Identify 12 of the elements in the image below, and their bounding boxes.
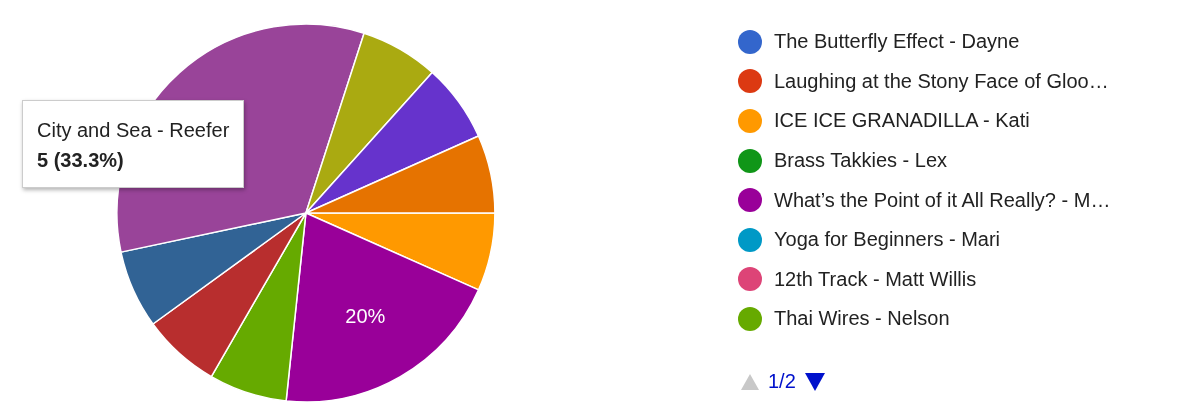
legend-label: ICE ICE GRANADILLA - Kati	[774, 109, 1030, 133]
text: 1/2	[768, 370, 796, 393]
legend-label: Yoga for Beginners - Mari	[774, 228, 1001, 252]
legend-label: 12th Track - Matt Willis	[774, 267, 977, 291]
text: City and Sea - Reefer	[37, 118, 230, 143]
legend-label: What’s the Point of it All Really? - M…	[774, 188, 1111, 212]
legend-label: Thai Wires - Nelson	[774, 307, 950, 331]
legend-label: The Butterfly Effect - Dayne	[774, 30, 1020, 54]
text: 5 (33.3%)	[37, 148, 125, 173]
data-label: 20%	[345, 305, 386, 328]
legend-label: Brass Takkies - Lex	[774, 149, 948, 173]
legend-label: Laughing at the Stony Face of Gloo…	[774, 69, 1109, 93]
